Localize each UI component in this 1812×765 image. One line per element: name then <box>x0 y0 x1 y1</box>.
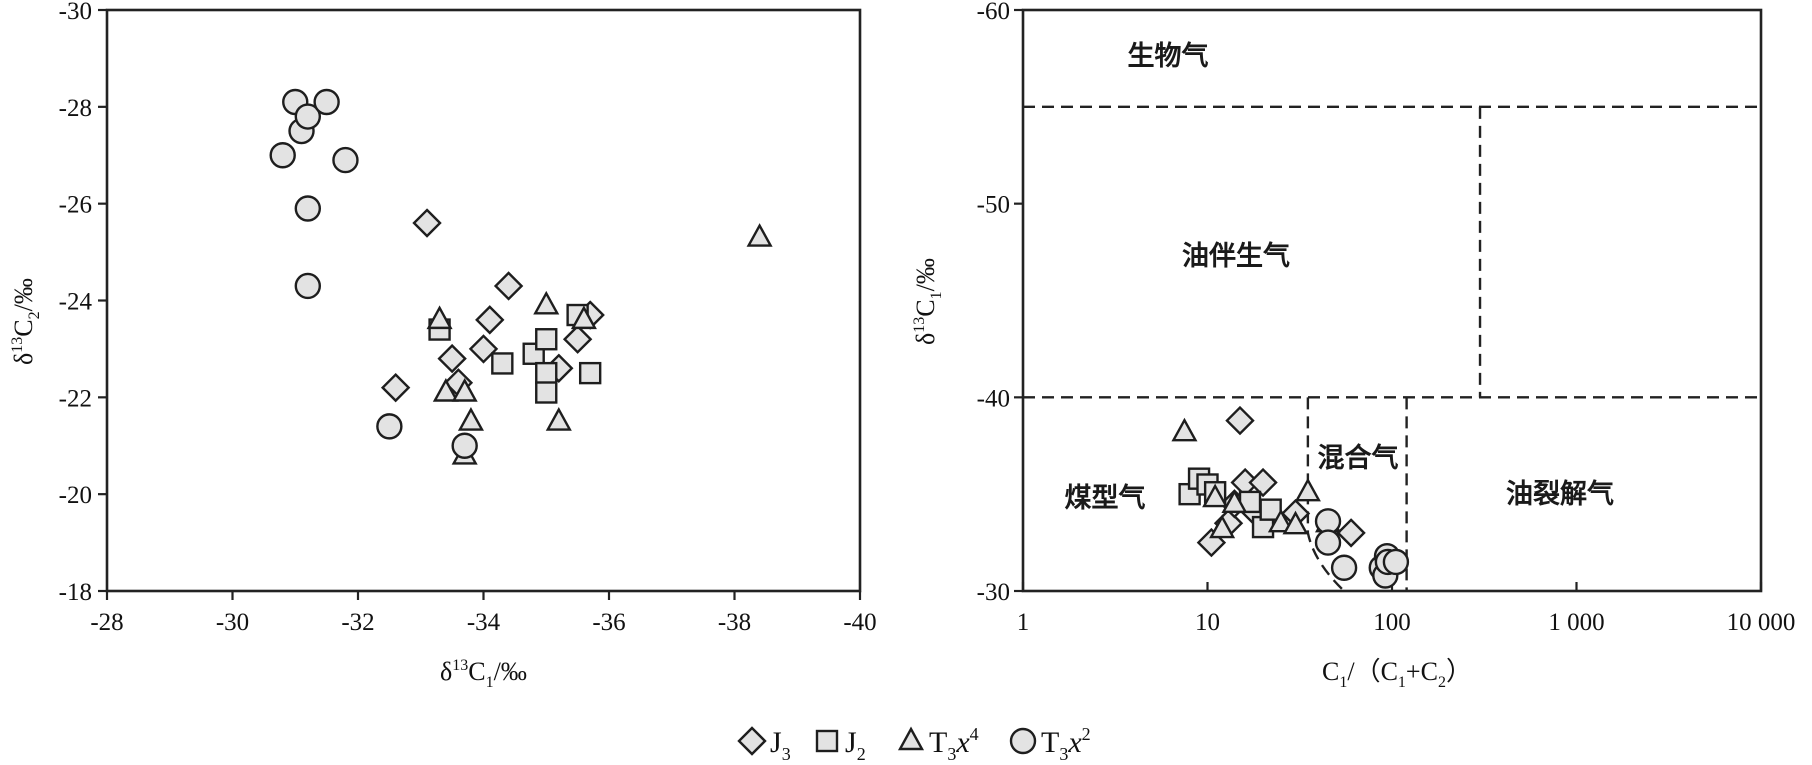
left-point-circle <box>294 272 321 300</box>
left-y-tick-label: -28 <box>59 95 92 122</box>
right-point-triangle <box>1294 477 1321 502</box>
left-y-tick-label: -22 <box>59 385 92 412</box>
right-point-triangle <box>1282 510 1309 535</box>
left-point-circle <box>269 142 296 169</box>
left-x-tick-label: -40 <box>843 609 876 636</box>
right-y-tick-label: -40 <box>977 385 1010 412</box>
left-point-circle <box>294 195 321 222</box>
legend-label: T3x2 <box>1041 724 1091 764</box>
left-point-square <box>535 328 558 351</box>
legend-marker-square <box>815 729 839 753</box>
right-y-tick-label: -30 <box>977 579 1010 606</box>
right-axis-ticks: 1 10 100 1 000 10 000 -30 -40 -50 -60 <box>977 0 1796 636</box>
left-x-tick-label: -38 <box>718 609 751 636</box>
left-point-triangle <box>746 223 773 247</box>
region-oil-associated-gas: 油伴生气 <box>1182 241 1290 272</box>
left-point-triangle <box>451 378 478 402</box>
right-data-points <box>1171 405 1410 589</box>
right-point-circle <box>1314 529 1342 556</box>
right-point-circle <box>1330 554 1358 581</box>
right-x-tick-label: 1 000 <box>1548 609 1604 636</box>
left-point-circle <box>376 413 403 440</box>
left-x-tick-label: -30 <box>216 609 249 636</box>
left-point-triangle <box>432 378 459 402</box>
left-x-axis-label: δ13C1/‰ <box>440 657 527 691</box>
left-point-diamond <box>412 208 442 238</box>
left-point-triangle <box>457 407 484 431</box>
right-y-axis-label: δ13C1/‰ <box>911 258 945 345</box>
right-point-triangle <box>1267 508 1294 533</box>
legend-label: J3 <box>770 726 791 764</box>
left-point-diamond <box>437 343 467 374</box>
left-x-tick-label: -36 <box>592 609 625 636</box>
left-y-tick-label: -24 <box>59 289 93 316</box>
left-y-tick-label: -18 <box>59 579 92 606</box>
right-y-tick-label: -50 <box>977 192 1010 219</box>
region-mixed-gas: 混合气 <box>1318 442 1399 474</box>
left-x-tick-label: -28 <box>90 609 123 636</box>
right-y-tick-label: -60 <box>977 0 1010 25</box>
left-y-tick-label: -20 <box>59 482 92 509</box>
region-oil-cracking-gas: 油裂解气 <box>1506 479 1614 510</box>
region-biogenic-gas: 生物气 <box>1128 41 1209 72</box>
left-point-circle <box>332 146 359 174</box>
left-data-points <box>269 88 773 465</box>
left-point-diamond <box>468 334 499 364</box>
right-x-tick-label: 10 000 <box>1727 609 1796 636</box>
right-x-tick-label: 100 <box>1373 609 1411 636</box>
left-point-diamond <box>562 324 593 354</box>
left-point-triangle <box>426 305 453 330</box>
left-point-diamond <box>475 305 505 335</box>
left-point-circle <box>294 103 321 130</box>
legend-marker-circle <box>1009 727 1037 755</box>
left-y-tick-label: -26 <box>59 192 92 219</box>
left-point-diamond <box>493 271 524 301</box>
right-point-diamond <box>1248 467 1278 498</box>
left-point-circle <box>451 432 478 459</box>
left-x-tick-label: -34 <box>467 609 501 636</box>
left-x-tick-label: -32 <box>341 609 374 636</box>
legend-label: T3x4 <box>929 724 979 764</box>
right-x-axis-label: C1/（C1+C2） <box>1322 657 1472 691</box>
left-point-square <box>535 381 558 404</box>
right-point-diamond <box>1336 518 1366 548</box>
right-point-circle <box>1382 548 1410 576</box>
right-region-boundaries <box>1023 105 1761 592</box>
chart-right: 1 10 100 1 000 10 000 -30 -40 -50 -60 生物气油伴生气煤型气… <box>911 0 1795 691</box>
right-point-triangle <box>1209 514 1236 539</box>
chart-left: -28 -30 -32 -34 -36 -38 -40 -18 -20 -22 -24 -26 -28 -… <box>9 0 877 691</box>
left-point-triangle <box>545 407 572 431</box>
legend: J3 J2 T3x4 T3x2 <box>737 724 1091 764</box>
left-point-diamond <box>380 372 411 403</box>
left-plot-frame <box>105 8 862 593</box>
right-point-triangle <box>1171 417 1198 442</box>
left-point-circle <box>313 88 340 116</box>
region-coal-type-gas: 煤型气 <box>1065 483 1146 514</box>
left-point-square <box>578 361 602 385</box>
right-x-tick-label: 1 <box>1017 609 1030 636</box>
left-y-tick-label: -30 <box>59 0 92 25</box>
legend-marker-diamond <box>737 726 767 756</box>
left-point-square <box>491 352 514 375</box>
right-x-tick-label: 10 <box>1195 609 1220 636</box>
left-point-square <box>535 361 558 385</box>
right-point-triangle <box>1202 483 1229 508</box>
legend-label: J2 <box>845 726 866 764</box>
left-point-triangle <box>570 305 597 330</box>
left-axis-ticks: -28 -30 -32 -34 -36 -38 -40 -18 -20 -22 -24 -26 -28 -… <box>59 0 877 636</box>
left-y-axis-label: δ13C2/‰ <box>9 278 43 365</box>
right-point-triangle <box>1221 489 1248 514</box>
legend-marker-triangle <box>897 726 925 751</box>
boundary-coal-mixed-curve <box>1306 397 1345 592</box>
left-point-triangle <box>533 290 560 315</box>
right-point-diamond <box>1225 405 1255 436</box>
